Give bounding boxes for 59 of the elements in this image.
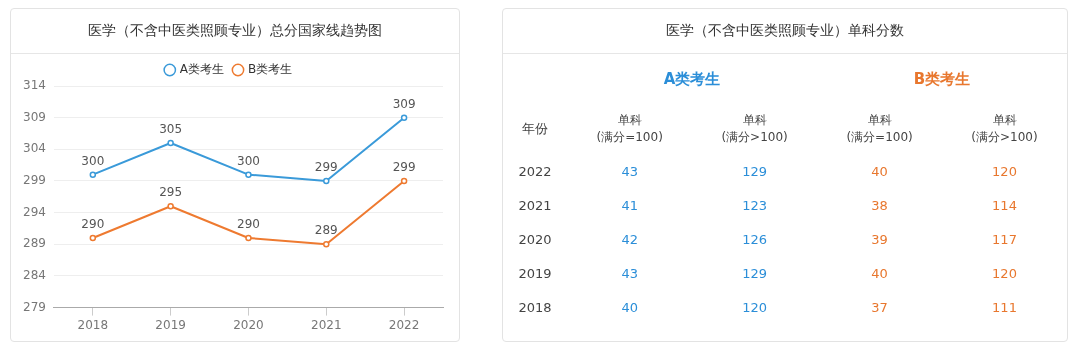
data-label: 123	[741, 196, 768, 215]
x-tick-label: 单科 (满分=100)	[595, 112, 664, 146]
data-label: 117	[991, 230, 1018, 249]
x-tick-label: 2022	[388, 317, 420, 332]
data-label: 43	[620, 162, 639, 181]
y-tick-label: 2018	[517, 298, 553, 317]
data-label: 43	[620, 264, 639, 283]
data-label: 305	[159, 122, 183, 137]
data-label: 300	[81, 153, 105, 168]
y-tick-label: 2019	[517, 264, 553, 283]
y-tick-label: 2021	[517, 196, 553, 215]
data-label: 309	[392, 96, 416, 111]
y-tick-label: 309	[23, 109, 46, 124]
x-tick-label: 单科 (满分=100)	[845, 112, 914, 146]
data-label: 129	[741, 264, 768, 283]
data-label: 299	[392, 160, 416, 175]
y-tick-label: 294	[23, 204, 46, 219]
x-tick-label: 2020	[233, 317, 264, 332]
y-tick-label: 314	[23, 78, 46, 93]
x-tick-label: 2019	[155, 317, 186, 332]
data-label: 38	[870, 196, 889, 215]
text: A类考生	[662, 68, 722, 90]
data-label: 39	[870, 230, 889, 249]
data-label: 37	[870, 298, 889, 317]
data-label: 300	[237, 153, 260, 168]
text: B类考生	[912, 68, 972, 90]
x-tick-label: 2021	[311, 317, 342, 332]
y-tick-label: 279	[23, 299, 46, 314]
x-tick-label: 单科 (满分>100)	[970, 112, 1039, 146]
data-label: 111	[991, 298, 1018, 317]
data-label: 126	[741, 230, 768, 249]
data-label: 299	[314, 160, 338, 175]
data-label: 120	[741, 298, 768, 317]
data-label: 290	[237, 217, 260, 232]
y-tick-label: 299	[23, 173, 46, 188]
data-label: 40	[870, 162, 889, 181]
y-tick-label: 304	[23, 141, 46, 156]
data-label: 40	[620, 298, 639, 317]
y-tick-label: 289	[23, 236, 46, 251]
data-label: 42	[620, 230, 639, 249]
data-label: 290	[81, 217, 105, 232]
data-label: 289	[314, 223, 338, 238]
y-tick-label: 284	[23, 268, 46, 283]
data-label: 120	[991, 264, 1018, 283]
data-label: 40	[870, 264, 889, 283]
legend-label: A类考生	[179, 62, 224, 77]
data-label: 41	[620, 196, 639, 215]
x-tick-label: 2018	[77, 317, 109, 332]
y-tick-label: 2022	[517, 162, 553, 181]
data-label: 120	[991, 162, 1018, 181]
data-label: 114	[991, 196, 1018, 215]
chart-title: 医学（不含中医类照顾专业）单科分数	[503, 9, 1067, 54]
x-tick-label: 单科 (满分>100)	[720, 112, 789, 146]
data-label: 295	[159, 185, 183, 200]
legend-label: B类考生	[247, 62, 293, 77]
y-axis-title: 年份	[521, 120, 550, 138]
y-tick-label: 2020	[517, 230, 553, 249]
data-label: 129	[741, 162, 768, 181]
chart-title: 医学（不含中医类照顾专业）总分国家线趋势图	[11, 9, 459, 54]
